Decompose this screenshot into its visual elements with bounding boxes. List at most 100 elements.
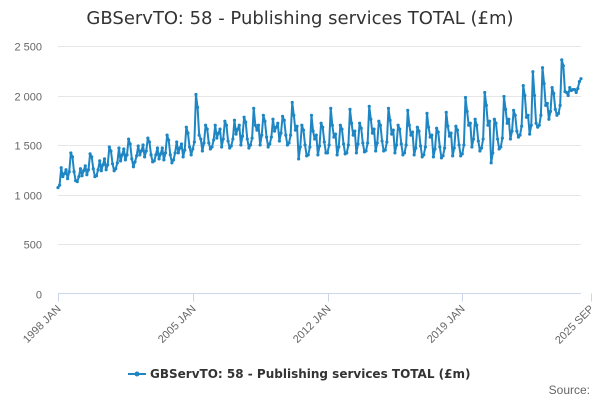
data-point[interactable]: [337, 145, 341, 149]
data-point[interactable]: [252, 106, 256, 110]
data-point[interactable]: [332, 135, 336, 139]
data-point[interactable]: [104, 168, 108, 172]
data-point[interactable]: [494, 121, 498, 125]
data-point[interactable]: [333, 132, 338, 136]
data-point[interactable]: [478, 149, 482, 153]
data-point[interactable]: [58, 183, 62, 187]
data-point[interactable]: [539, 113, 543, 117]
data-point[interactable]: [199, 137, 203, 141]
data-point[interactable]: [99, 169, 103, 173]
data-point[interactable]: [205, 127, 209, 131]
data-point[interactable]: [90, 155, 94, 159]
data-point[interactable]: [523, 93, 527, 98]
data-point[interactable]: [149, 153, 153, 157]
data-point[interactable]: [234, 132, 238, 136]
data-point[interactable]: [398, 127, 402, 131]
data-point[interactable]: [125, 153, 129, 157]
data-point[interactable]: [216, 131, 221, 135]
data-point[interactable]: [507, 117, 511, 121]
data-point[interactable]: [449, 131, 453, 135]
data-point[interactable]: [189, 153, 193, 157]
data-point[interactable]: [82, 169, 86, 173]
data-point[interactable]: [126, 137, 131, 141]
data-point[interactable]: [67, 170, 71, 174]
data-point[interactable]: [179, 142, 184, 146]
data-point[interactable]: [531, 70, 535, 74]
data-point[interactable]: [242, 115, 246, 119]
data-point[interactable]: [260, 133, 264, 137]
data-point[interactable]: [475, 123, 479, 127]
data-point[interactable]: [309, 113, 314, 117]
data-point[interactable]: [146, 136, 150, 140]
data-point[interactable]: [220, 145, 224, 149]
data-point[interactable]: [550, 85, 554, 90]
data-point[interactable]: [284, 133, 288, 137]
data-point[interactable]: [484, 103, 488, 107]
data-point[interactable]: [520, 124, 524, 128]
data-point[interactable]: [187, 145, 192, 149]
data-point[interactable]: [556, 111, 561, 115]
data-point[interactable]: [495, 137, 500, 141]
data-point[interactable]: [510, 129, 514, 133]
data-point[interactable]: [558, 103, 562, 107]
data-point[interactable]: [133, 160, 137, 164]
data-point[interactable]: [258, 143, 262, 147]
data-point[interactable]: [255, 128, 259, 132]
data-point[interactable]: [417, 129, 421, 133]
data-point[interactable]: [364, 149, 368, 153]
data-point[interactable]: [404, 143, 408, 147]
data-point[interactable]: [98, 159, 102, 163]
data-point[interactable]: [178, 146, 182, 150]
data-point[interactable]: [321, 125, 325, 129]
data-point[interactable]: [114, 167, 118, 171]
data-point[interactable]: [123, 158, 127, 162]
data-point[interactable]: [378, 123, 383, 127]
data-point[interactable]: [412, 153, 416, 157]
data-point[interactable]: [468, 121, 472, 125]
data-point[interactable]: [295, 124, 299, 128]
data-point[interactable]: [313, 137, 317, 141]
data-point[interactable]: [330, 123, 334, 127]
data-point[interactable]: [163, 151, 168, 155]
data-point[interactable]: [322, 140, 326, 144]
data-point[interactable]: [370, 131, 375, 135]
data-point[interactable]: [195, 105, 200, 109]
data-point[interactable]: [399, 142, 403, 146]
data-point[interactable]: [335, 153, 339, 157]
data-point[interactable]: [168, 153, 172, 157]
data-point[interactable]: [266, 145, 270, 149]
data-point[interactable]: [287, 141, 291, 145]
data-point[interactable]: [505, 121, 509, 125]
data-point[interactable]: [361, 141, 365, 145]
data-point[interactable]: [130, 157, 134, 161]
data-point[interactable]: [86, 168, 91, 172]
data-point[interactable]: [184, 125, 188, 129]
data-point[interactable]: [276, 121, 280, 125]
data-point[interactable]: [548, 109, 553, 113]
data-point[interactable]: [470, 145, 474, 149]
data-point[interactable]: [487, 119, 492, 123]
data-point[interactable]: [410, 130, 415, 134]
data-point[interactable]: [181, 155, 185, 159]
data-point[interactable]: [290, 100, 294, 105]
data-point[interactable]: [269, 135, 273, 139]
data-point[interactable]: [353, 129, 357, 133]
data-point[interactable]: [529, 123, 533, 127]
data-point[interactable]: [135, 154, 139, 158]
data-point[interactable]: [59, 166, 63, 170]
data-point[interactable]: [85, 173, 89, 177]
data-point[interactable]: [452, 146, 456, 150]
data-point[interactable]: [572, 87, 577, 92]
data-point[interactable]: [106, 163, 110, 167]
data-point[interactable]: [69, 151, 73, 155]
data-point[interactable]: [120, 153, 124, 157]
data-point[interactable]: [515, 129, 519, 133]
data-point[interactable]: [537, 123, 541, 127]
data-point[interactable]: [526, 113, 530, 117]
data-point[interactable]: [354, 151, 358, 155]
data-point[interactable]: [489, 161, 493, 165]
data-point[interactable]: [301, 128, 306, 132]
data-point[interactable]: [564, 90, 569, 95]
data-point[interactable]: [261, 113, 265, 117]
data-point[interactable]: [402, 151, 407, 155]
